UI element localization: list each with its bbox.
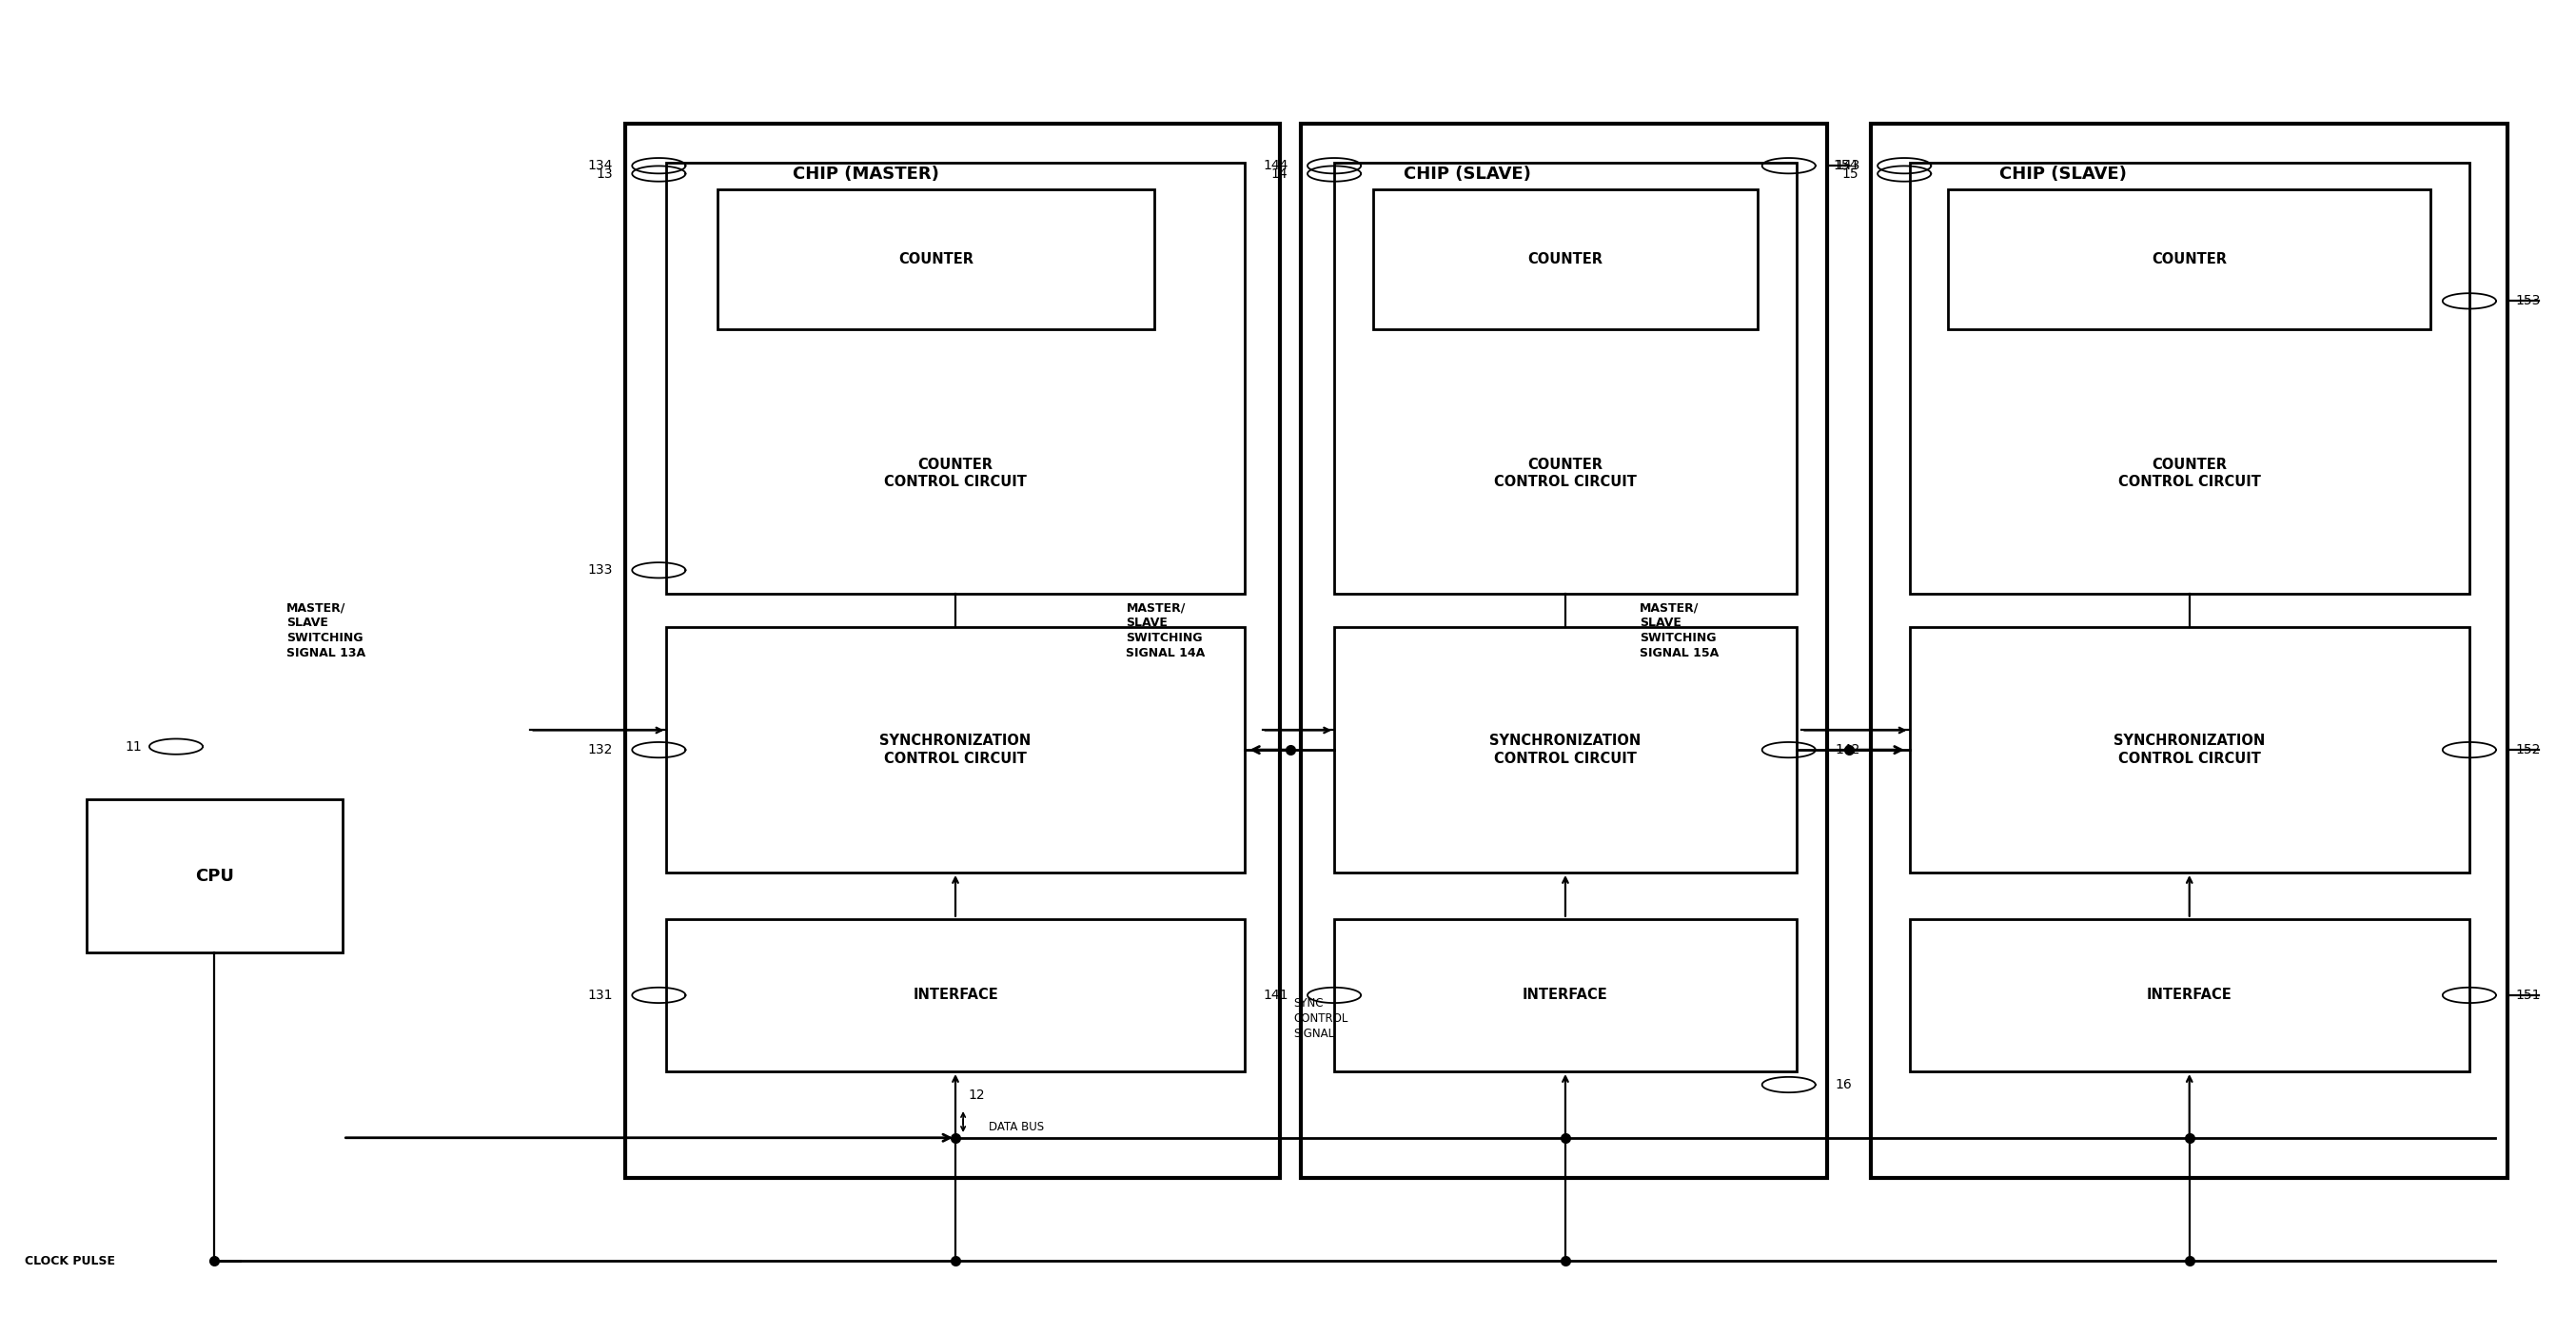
Text: INTERFACE: INTERFACE: [1522, 988, 1607, 1002]
Text: DATA BUS: DATA BUS: [989, 1121, 1043, 1134]
Text: 153: 153: [2517, 295, 2540, 308]
Bar: [1301, 123, 1826, 1178]
Bar: [1334, 919, 1795, 1071]
Text: INTERFACE: INTERFACE: [912, 988, 997, 1002]
Text: CHIP (MASTER): CHIP (MASTER): [793, 165, 938, 183]
Bar: [1334, 627, 1795, 872]
Text: COUNTER: COUNTER: [1528, 252, 1602, 267]
Text: COUNTER
CONTROL CIRCUIT: COUNTER CONTROL CIRCUIT: [884, 458, 1028, 490]
Text: CHIP (SLAVE): CHIP (SLAVE): [1999, 165, 2128, 183]
Text: SYNCHRONIZATION
CONTROL CIRCUIT: SYNCHRONIZATION CONTROL CIRCUIT: [878, 734, 1030, 766]
Bar: [667, 627, 1244, 872]
Text: CHIP (SLAVE): CHIP (SLAVE): [1404, 165, 1530, 183]
Text: SYNC
CONTROL
SIGNAL: SYNC CONTROL SIGNAL: [1293, 996, 1347, 1039]
Text: 15: 15: [1842, 167, 1857, 180]
Bar: [1909, 163, 2470, 594]
Bar: [1909, 919, 2470, 1071]
Text: CLOCK PULSE: CLOCK PULSE: [26, 1255, 116, 1267]
Text: 12: 12: [969, 1089, 984, 1102]
Bar: [1373, 189, 1757, 329]
Text: 132: 132: [587, 743, 613, 756]
Text: SYNCHRONIZATION
CONTROL CIRCUIT: SYNCHRONIZATION CONTROL CIRCUIT: [2115, 734, 2264, 766]
Text: COUNTER
CONTROL CIRCUIT: COUNTER CONTROL CIRCUIT: [2117, 458, 2262, 490]
Text: 142: 142: [1834, 743, 1860, 756]
Text: 131: 131: [587, 988, 613, 1002]
Text: SYNCHRONIZATION
CONTROL CIRCUIT: SYNCHRONIZATION CONTROL CIRCUIT: [1489, 734, 1641, 766]
Text: 154: 154: [1834, 159, 1857, 172]
Text: COUNTER
CONTROL CIRCUIT: COUNTER CONTROL CIRCUIT: [1494, 458, 1636, 490]
Text: MASTER/
SLAVE
SWITCHING
SIGNAL 14A: MASTER/ SLAVE SWITCHING SIGNAL 14A: [1126, 602, 1206, 660]
Text: 143: 143: [1834, 159, 1860, 172]
Text: 133: 133: [587, 563, 613, 576]
Text: MASTER/
SLAVE
SWITCHING
SIGNAL 13A: MASTER/ SLAVE SWITCHING SIGNAL 13A: [286, 602, 366, 660]
Bar: [667, 163, 1244, 594]
Bar: [1947, 189, 2432, 329]
Text: 16: 16: [1834, 1078, 1852, 1091]
Text: 13: 13: [595, 167, 613, 180]
Text: 151: 151: [2517, 988, 2540, 1002]
Bar: [85, 799, 343, 952]
Text: COUNTER: COUNTER: [899, 252, 974, 267]
Text: CPU: CPU: [196, 867, 234, 884]
Bar: [626, 123, 1280, 1178]
Text: 141: 141: [1262, 988, 1288, 1002]
Text: 134: 134: [587, 159, 613, 172]
Text: COUNTER: COUNTER: [2151, 252, 2228, 267]
Bar: [667, 919, 1244, 1071]
Bar: [1909, 627, 2470, 872]
Text: 152: 152: [2517, 743, 2540, 756]
Text: 14: 14: [1270, 167, 1288, 180]
Bar: [1870, 123, 2509, 1178]
Bar: [719, 189, 1154, 329]
Text: MASTER/
SLAVE
SWITCHING
SIGNAL 15A: MASTER/ SLAVE SWITCHING SIGNAL 15A: [1641, 602, 1718, 660]
Text: INTERFACE: INTERFACE: [2146, 988, 2231, 1002]
Text: 11: 11: [124, 740, 142, 754]
Bar: [1334, 163, 1795, 594]
Text: 144: 144: [1262, 159, 1288, 172]
